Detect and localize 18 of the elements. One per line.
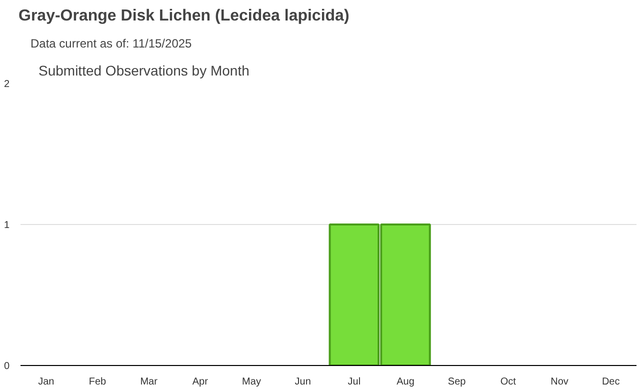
x-tick-label: May [242,376,261,388]
x-tick-label: Apr [192,376,209,388]
chart-subtitle: Data current as of: 11/15/2025 [30,36,192,50]
x-tick-label: Dec [602,376,620,388]
x-tick-label: Jun [294,376,311,388]
x-tick-label: Feb [88,376,107,388]
chart-title: Gray-Orange Disk Lichen (Lecidea lapicida) [18,8,350,24]
x-tick-label: Sep [448,376,466,388]
x-tick-label: Aug [396,376,414,388]
y-tick-label: 0 [4,361,10,372]
x-tick-label: Jul [348,376,361,388]
x-tick-label: Nov [550,376,568,388]
y-tick-label: 1 [4,220,10,231]
x-tick-label: Mar [140,376,158,388]
y-tick-label: 2 [4,79,10,90]
x-tick-label: Jan [38,376,54,388]
text: Submitted Observations by Month [38,62,250,78]
x-tick-label: Oct [500,376,516,388]
